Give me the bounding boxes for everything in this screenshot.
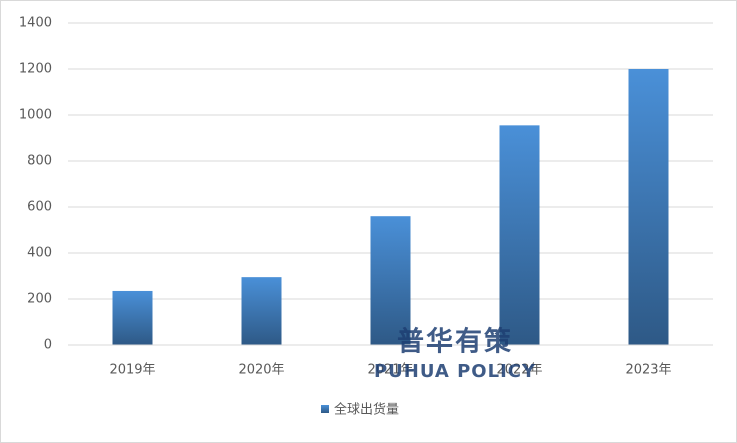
y-tick-label: 800 xyxy=(27,154,52,169)
y-tick-label: 400 xyxy=(27,246,52,261)
x-tick-label: 2023年 xyxy=(625,363,671,378)
bar xyxy=(628,69,669,345)
legend-swatch xyxy=(321,405,329,413)
x-tick-label: 2021年 xyxy=(367,363,413,378)
watermark: PUHUA POLICY xyxy=(374,361,536,382)
y-tick-label: 1400 xyxy=(19,16,52,31)
y-tick-label: 200 xyxy=(27,292,52,307)
bar xyxy=(370,216,411,345)
x-tick-label: 2022年 xyxy=(496,363,542,378)
watermark: 普华有策 xyxy=(397,326,513,358)
y-tick-label: 0 xyxy=(44,338,52,353)
y-tick-label: 600 xyxy=(27,200,52,215)
y-tick-label: 1000 xyxy=(19,108,52,123)
bar xyxy=(112,290,153,345)
x-tick-label: 2019年 xyxy=(109,363,155,378)
bar xyxy=(499,125,540,345)
legend-label: 全球出货量 xyxy=(334,402,399,418)
y-tick-label: 1200 xyxy=(19,62,52,77)
bar xyxy=(241,277,282,345)
x-tick-label: 2020年 xyxy=(238,363,284,378)
